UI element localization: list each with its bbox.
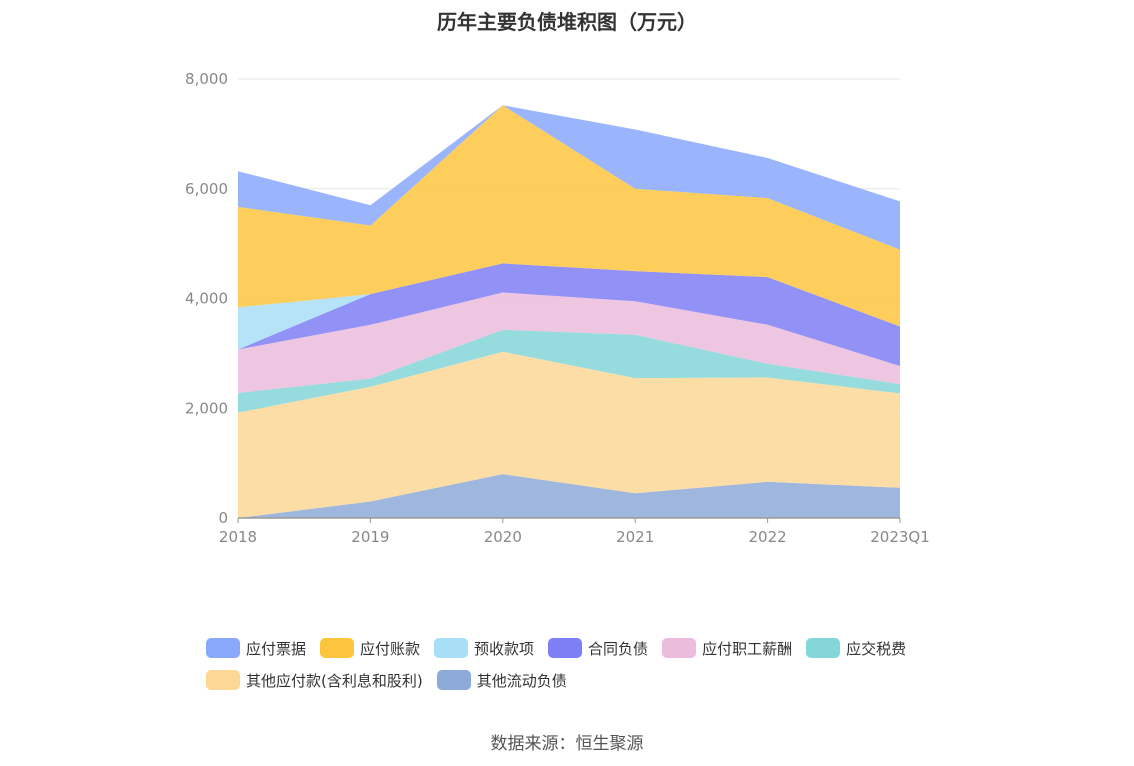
legend-item[interactable]: 合同负债 bbox=[548, 638, 648, 659]
legend: 应付票据 应付账款 预收款项 合同负债 应付职工薪酬 应交税费 其他应付款(含利息和股利)… bbox=[206, 632, 966, 696]
x-tick-label: 2019 bbox=[351, 528, 389, 546]
legend-row: 应付票据 应付账款 预收款项 合同负债 应付职工薪酬 应交税费 bbox=[206, 632, 966, 664]
x-tick-label: 2022 bbox=[749, 528, 787, 546]
legend-label: 其他流动负债 bbox=[476, 671, 567, 690]
y-tick-label: 6,000 bbox=[185, 180, 228, 198]
area-series bbox=[238, 263, 900, 366]
x-tick-label: 2021 bbox=[616, 528, 654, 546]
legend-item[interactable]: 预收款项 bbox=[434, 638, 534, 659]
area-series bbox=[238, 105, 900, 327]
x-tick-label: 2018 bbox=[219, 528, 257, 546]
legend-swatch bbox=[806, 638, 841, 658]
data-source-note: 数据来源：恒生聚源 bbox=[490, 734, 644, 754]
x-tick-label: 2023Q1 bbox=[870, 528, 930, 546]
x-tick-label: 2020 bbox=[484, 528, 522, 546]
y-tick-label: 8,000 bbox=[185, 70, 228, 88]
legend-label: 应付账款 bbox=[360, 639, 421, 658]
y-tick-label: 0 bbox=[218, 509, 228, 527]
legend-item[interactable]: 应付票据 bbox=[206, 638, 306, 659]
y-tick-label: 2,000 bbox=[185, 399, 228, 417]
legend-item[interactable]: 应付职工薪酬 bbox=[662, 638, 792, 659]
legend-label: 应交税费 bbox=[846, 639, 907, 658]
stacked-area-chart: 0 2,000 4,000 6,000 8,000 2018 2019 2020 2021 202… bbox=[185, 70, 930, 546]
area-series bbox=[238, 329, 900, 413]
legend-label: 合同负债 bbox=[588, 639, 649, 658]
area-series bbox=[238, 292, 900, 393]
legend-item[interactable]: 应付账款 bbox=[320, 638, 420, 659]
legend-swatch bbox=[436, 670, 471, 690]
legend-swatch bbox=[548, 638, 583, 658]
legend-item[interactable]: 其他应付款(含利息和股利) bbox=[206, 670, 423, 691]
area-series bbox=[238, 105, 900, 250]
area-series bbox=[238, 351, 900, 518]
legend-item[interactable]: 应交税费 bbox=[806, 638, 906, 659]
legend-label: 其他应付款(含利息和股利) bbox=[246, 671, 423, 690]
y-tick-label: 4,000 bbox=[185, 290, 228, 308]
legend-swatch bbox=[206, 638, 240, 658]
legend-swatch bbox=[206, 670, 240, 690]
legend-swatch bbox=[320, 638, 355, 658]
legend-swatch bbox=[662, 638, 697, 658]
area-series bbox=[238, 474, 900, 518]
legend-swatch bbox=[434, 638, 469, 658]
legend-item[interactable]: 其他流动负债 bbox=[436, 670, 567, 691]
chart-title: 历年主要负债堆积图（万元） bbox=[437, 10, 697, 34]
legend-label: 应付职工薪酬 bbox=[702, 639, 793, 658]
legend-label: 预收款项 bbox=[474, 639, 535, 658]
legend-label: 应付票据 bbox=[246, 639, 307, 658]
legend-row: 其他应付款(含利息和股利) 其他流动负债 bbox=[206, 664, 966, 696]
